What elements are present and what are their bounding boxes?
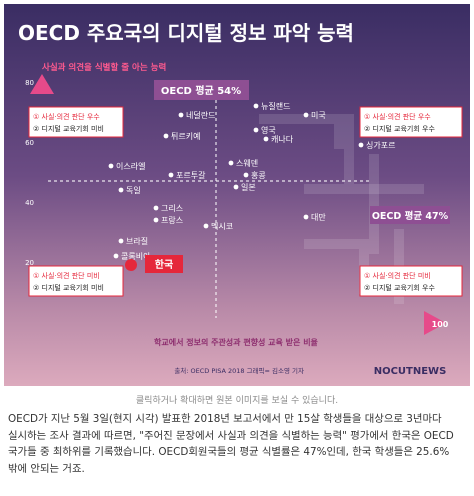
highlight-point [125,259,137,271]
point-label: 포르투갈 [176,171,206,180]
data-point [168,172,174,178]
data-point [113,253,119,259]
point-label: 대만 [311,213,326,222]
y-tick-label: 20 [25,259,34,267]
quadrant-text: ① 사실·의견 판단 우수 [364,112,431,121]
quadrant-text: ① 사실·의견 판단 우수 [33,112,100,121]
point-label: 프랑스 [161,215,183,225]
data-point [108,163,114,169]
quadrant-bottom-right: ① 사실·의견 판단 미비 ② 디지털 교육기회 우수 [359,265,463,297]
point-label: 멕시코 [211,221,233,231]
point-label: 이스라엘 [116,161,145,171]
quadrant-text: ② 디지털 교육기회 미비 [33,124,104,133]
oecd-avg-x-box [370,206,450,224]
point-label: 브라질 [126,237,148,246]
point-label: 독일 [126,186,141,195]
data-point [178,112,184,118]
reference-lines [48,100,370,318]
quadrant-bottom-left: ① 사실·의견 판단 미비 ② 디지털 교육기회 미비 [28,265,124,297]
y-axis-arrowhead [30,74,54,94]
x-tick-label: 100 [432,320,449,329]
data-point [153,205,159,211]
point-label: 일본 [241,183,256,192]
data-point [233,184,239,190]
point-label: 튀르키예 [171,131,200,141]
data-point [253,103,259,109]
article-paragraph: OECD가 지난 5월 3일(현지 시각) 발표한 2018년 보고서에서 만 … [8,413,454,475]
point-label: 영국 [261,125,276,135]
article-body: OECD가 지난 5월 3일(현지 시각) 발표한 2018년 보고서에서 만 … [8,411,468,477]
oecd-avg-y-box [154,80,249,100]
data-point [263,136,269,142]
data-point [303,112,309,118]
point-label: 뉴질랜드 [261,101,290,111]
point-label: 한국 [155,259,173,271]
x-axis-arrowhead [424,311,446,335]
point-label: 홍콩 [251,170,266,180]
quadrant-text: ① 사실·의견 판단 미비 [364,271,431,280]
point-label: 네덜란드 [186,110,215,120]
quadrant-text: ② 디지털 교육기회 우수 [364,283,435,292]
point-label: 캐나다 [271,135,294,144]
data-point [358,142,364,148]
point-label: 그리스 [161,204,183,213]
y-tick-label: 40 [25,199,34,207]
data-point [243,172,249,178]
data-point [253,127,259,133]
data-point [118,238,124,244]
point-label: 싱가포르 [366,140,395,150]
x-axis-label: 학교에서 정보의 주관성과 편향성 교육 받은 비율 [154,337,319,347]
image-caption: 클릭하거나 확대하면 원본 이미지를 보실 수 있습니다. [135,396,339,406]
y-axis-label: 사실과 의견을 식별할 줄 아는 능력 [42,62,166,73]
point-label: 콜롬비아 [121,251,151,261]
point-label: 미국 [311,111,326,120]
data-point [163,133,169,139]
data-point [203,223,209,229]
nocut-logo: NOCUTNEWS [374,366,447,377]
y-tick-label: 80 [25,79,34,87]
quadrant-text: ① 사실·의견 판단 미비 [33,271,100,280]
data-point [303,214,309,220]
quadrant-top-right: ① 사실·의견 판단 우수 ② 디지털 교육기회 우수 [359,106,463,138]
chart-background [4,4,470,386]
quadrant-text: ② 디지털 교육기회 우수 [364,124,435,133]
source-credit: 출처: OECD PISA 2018 그래픽= 김소영 기자 [174,366,304,375]
data-point [118,187,124,193]
chart-title: OECD 주요국의 디지털 정보 파악 능력 [18,21,354,45]
oecd-avg-y-label: OECD 평균 54% [161,84,241,97]
point-label: 스웨덴 [236,158,258,168]
highlight-label-box [145,255,183,273]
y-tick-label: 60 [25,139,34,147]
data-point [153,217,159,223]
axis-ticks: 80 60 40 20 100 [25,79,449,329]
data-point [228,160,234,166]
quadrant-top-left: ① 사실·의견 판단 우수 ② 디지털 교육기회 미비 [28,106,124,138]
oecd-avg-x-label: OECD 평균 47% [372,210,449,222]
quadrant-text: ② 디지털 교육기회 미비 [33,283,104,292]
